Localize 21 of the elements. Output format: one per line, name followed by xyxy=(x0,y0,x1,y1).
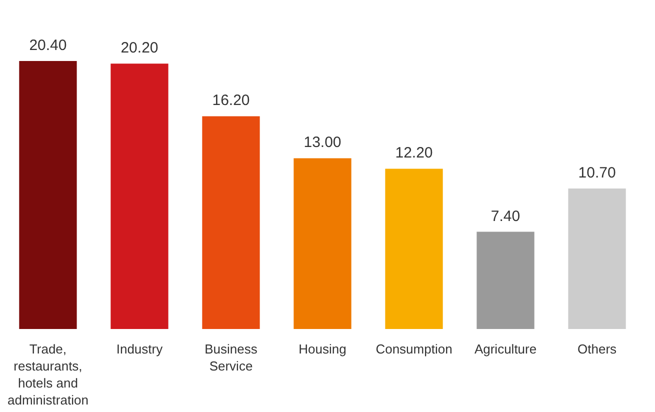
bar xyxy=(385,168,443,329)
data-label: 16.20 xyxy=(212,92,250,110)
x-tick-label: Others xyxy=(578,342,618,356)
bar xyxy=(568,188,626,329)
data-label: 10.70 xyxy=(578,164,616,182)
bar xyxy=(19,61,77,329)
data-label: 7.40 xyxy=(490,208,520,225)
data-label: 20.20 xyxy=(120,40,158,57)
x-tick-label: Consumption xyxy=(376,342,452,356)
bar xyxy=(202,116,260,329)
bar xyxy=(294,158,352,329)
bar xyxy=(110,64,168,329)
x-tick-label: Industry xyxy=(116,342,164,356)
data-label: 20.40 xyxy=(29,37,67,54)
x-tick-label: Trade, restaurants, hotels and administration xyxy=(8,342,88,408)
x-tick-label: Housing xyxy=(298,342,346,356)
data-label: 13.00 xyxy=(304,134,342,152)
data-label: 12.20 xyxy=(395,144,433,162)
x-tick-label: Agriculture xyxy=(474,342,537,356)
bar xyxy=(476,232,534,329)
x-tick-label: Business Service xyxy=(204,342,258,374)
